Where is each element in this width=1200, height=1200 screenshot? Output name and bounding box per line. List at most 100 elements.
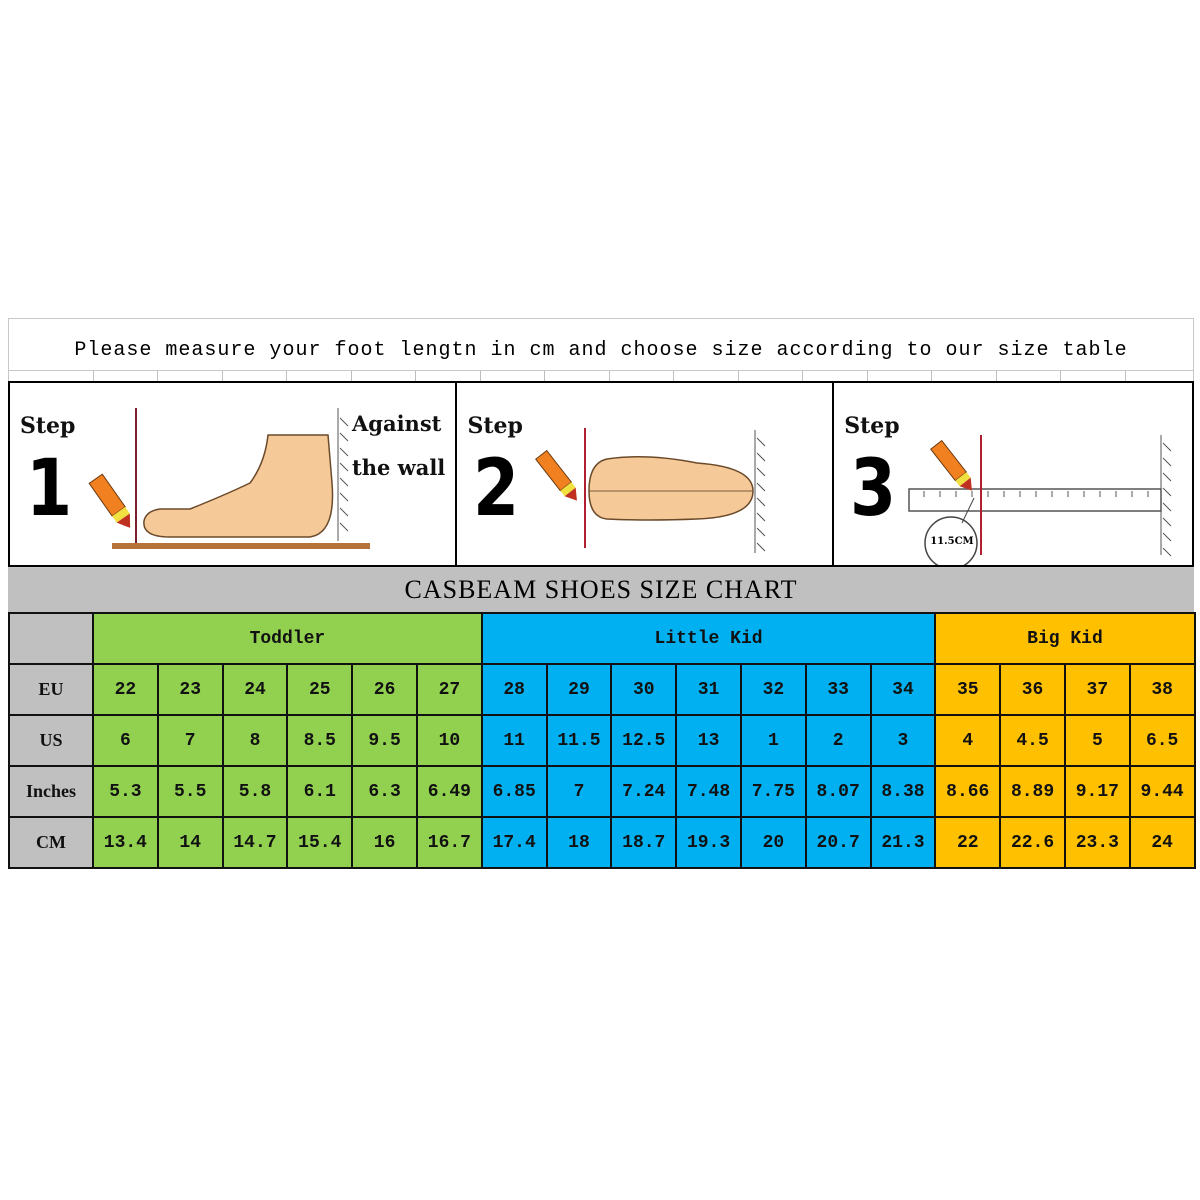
table-cell: 23.3 <box>1063 816 1131 869</box>
table-cell: 6.85 <box>480 765 548 818</box>
table-row-us: US 6 7 8 8.5 9.5 10 11 11.5 12.5 13 1 2 … <box>8 714 1196 767</box>
table-cell: 6.1 <box>286 765 354 818</box>
table-cell: 9.44 <box>1128 765 1196 818</box>
row-label: US <box>8 714 94 767</box>
table-cell: 21.3 <box>869 816 937 869</box>
table-cell: 7.48 <box>675 765 742 818</box>
table-cell: 6.49 <box>415 765 483 818</box>
table-cell: 19.3 <box>675 816 742 869</box>
table-cell: 29 <box>545 663 613 716</box>
step-1-label: Step <box>20 413 76 439</box>
table-cell: 7.75 <box>739 765 807 818</box>
table-cell: 8.66 <box>934 765 1002 818</box>
size-table: Toddler Little Kid Big Kid EU 22 23 24 2… <box>8 612 1196 869</box>
against-text: Against <box>352 411 442 436</box>
grid-ticks <box>9 370 1193 381</box>
chart-title-bar: CASBEAM SHOES SIZE CHART <box>8 567 1194 612</box>
step-1-number: 1 <box>26 444 73 534</box>
table-cell: 24 <box>221 663 289 716</box>
step-3-number: 3 <box>850 444 897 534</box>
table-row-eu: EU 22 23 24 25 26 27 28 29 30 31 32 33 3… <box>8 663 1196 716</box>
step-1-panel: Step 1 Against the wall <box>10 383 458 565</box>
table-cell: 22.6 <box>999 816 1066 869</box>
table-cell: 5.8 <box>221 765 289 818</box>
table-cell: 16 <box>351 816 418 869</box>
table-row-cm: CM 13.4 14 14.7 15.4 16 16.7 17.4 18 18.… <box>8 816 1196 869</box>
row-label: CM <box>8 816 94 869</box>
table-cell: 14.7 <box>221 816 289 869</box>
table-cell: 6.3 <box>351 765 418 818</box>
table-cell: 22 <box>934 816 1002 869</box>
table-cell: 18 <box>545 816 613 869</box>
foot-against-wall-illustration <box>88 408 370 549</box>
the-wall-text: the wall <box>352 455 446 480</box>
table-cell: 25 <box>286 663 354 716</box>
table-cell: 20.7 <box>804 816 872 869</box>
table-cell: 26 <box>351 663 418 716</box>
table-cell: 8.5 <box>286 714 354 767</box>
table-cell: 31 <box>675 663 742 716</box>
table-cell: 23 <box>156 663 224 716</box>
table-cell: 1 <box>739 714 807 767</box>
ruler-measurement-illustration <box>908 435 1172 565</box>
table-cell: 11.5 <box>545 714 613 767</box>
step-2-label: Step <box>467 413 523 439</box>
table-cell: 38 <box>1128 663 1196 716</box>
table-cell: 14 <box>156 816 224 869</box>
table-cell: 2 <box>804 714 872 767</box>
step-2-panel: Step 2 <box>457 383 835 565</box>
magnifier-label: 11.5CM <box>930 536 974 547</box>
table-cell: 8 <box>221 714 289 767</box>
instruction-text: Please measure your foot lengtn in cm an… <box>74 338 1128 362</box>
table-cell: 37 <box>1063 663 1131 716</box>
table-cell: 6 <box>92 714 159 767</box>
table-cell: 16.7 <box>415 816 483 869</box>
table-cell: 7.24 <box>610 765 678 818</box>
size-chart-graphic: Please measure your foot lengtn in cm an… <box>8 318 1196 869</box>
table-cell: 30 <box>610 663 678 716</box>
category-toddler: Toddler <box>92 612 483 665</box>
table-cell: 36 <box>999 663 1066 716</box>
corner-cell <box>8 612 94 665</box>
measurement-steps: Step 1 Against the wall Step <box>8 381 1194 567</box>
table-cell: 35 <box>934 663 1002 716</box>
table-cell: 28 <box>480 663 548 716</box>
row-label: Inches <box>8 765 94 818</box>
table-cell: 4.5 <box>999 714 1066 767</box>
category-row: Toddler Little Kid Big Kid <box>8 612 1196 665</box>
table-cell: 8.07 <box>804 765 872 818</box>
table-cell: 24 <box>1128 816 1196 869</box>
step-3-label: Step <box>844 413 900 439</box>
table-cell: 13 <box>675 714 742 767</box>
foot-outline-illustration <box>535 428 766 553</box>
table-cell: 34 <box>869 663 937 716</box>
table-cell: 9.5 <box>351 714 418 767</box>
instruction-banner: Please measure your foot lengtn in cm an… <box>8 318 1194 381</box>
table-cell: 9.17 <box>1063 765 1131 818</box>
step-2-number: 2 <box>473 444 520 534</box>
table-cell: 17.4 <box>480 816 548 869</box>
table-cell: 18.7 <box>610 816 678 869</box>
table-cell: 11 <box>480 714 548 767</box>
table-cell: 6.5 <box>1128 714 1196 767</box>
table-cell: 5.5 <box>156 765 224 818</box>
category-little-kid: Little Kid <box>480 612 937 665</box>
table-cell: 15.4 <box>286 816 354 869</box>
table-cell: 7 <box>545 765 613 818</box>
table-cell: 3 <box>869 714 937 767</box>
step-3-panel: Step 3 11.5CM <box>834 383 1192 565</box>
table-cell: 33 <box>804 663 872 716</box>
row-label: EU <box>8 663 94 716</box>
table-cell: 32 <box>739 663 807 716</box>
table-cell: 7 <box>156 714 224 767</box>
table-cell: 5.3 <box>92 765 159 818</box>
table-cell: 8.89 <box>999 765 1066 818</box>
table-cell: 13.4 <box>92 816 159 869</box>
table-cell: 10 <box>415 714 483 767</box>
table-cell: 22 <box>92 663 159 716</box>
table-cell: 20 <box>739 816 807 869</box>
chart-title: CASBEAM SHOES SIZE CHART <box>404 575 798 604</box>
table-cell: 4 <box>934 714 1002 767</box>
table-row-inches: Inches 5.3 5.5 5.8 6.1 6.3 6.49 6.85 7 7… <box>8 765 1196 818</box>
table-cell: 27 <box>415 663 483 716</box>
